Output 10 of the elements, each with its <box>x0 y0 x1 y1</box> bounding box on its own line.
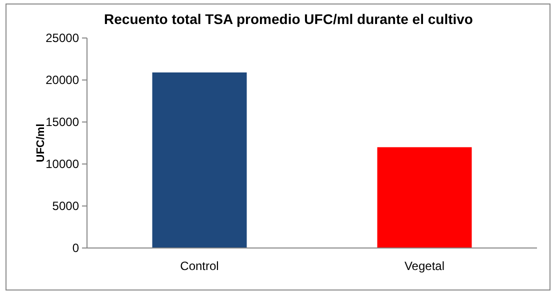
chart-title: Recuento total TSA promedio UFC/ml durante el cultivo <box>104 11 473 27</box>
y-tick-label: 5000 <box>52 199 80 214</box>
x-tick-label: Vegetal <box>404 259 445 273</box>
y-tick-label: 25000 <box>46 31 80 46</box>
y-tick-label: 20000 <box>46 73 80 88</box>
x-tick-label: Control <box>180 259 219 273</box>
y-tick-label: 15000 <box>46 115 80 130</box>
y-tick-label: 0 <box>72 241 80 256</box>
y-tick-label: 10000 <box>46 157 80 172</box>
y-axis-title: UFC/ml <box>35 124 47 162</box>
